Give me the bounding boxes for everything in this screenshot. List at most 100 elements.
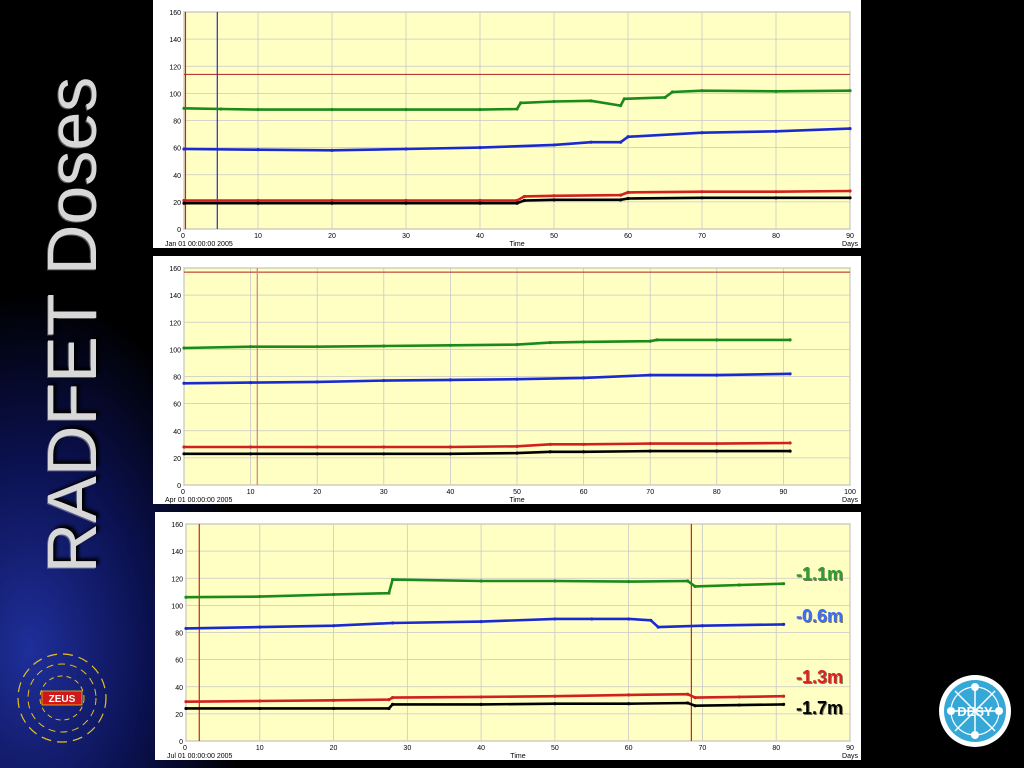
series-3-point-4	[390, 702, 395, 706]
series-2-point-4	[448, 445, 452, 449]
series-3-point-7	[627, 702, 631, 706]
chart-panel-1: 0 20 40 60 80 100 120 140 160 10 20 30 40 50 60 70 80 90 0…	[153, 0, 861, 248]
slide-title: RADFET Doses	[33, 76, 111, 574]
series-3-point-2	[315, 452, 319, 456]
radfet-chart-jul: 0 20 40 60 80 100 120 140 160 10 20 30 40 50 60 70 80 90 0…	[167, 522, 858, 760]
start-date-label: Apr 01 00:00:00 2005	[165, 497, 232, 504]
y-tick-label-3: 60	[175, 658, 183, 665]
series-0-point-7	[627, 580, 631, 584]
series-2-point-12	[848, 189, 852, 193]
series-1-point-5	[552, 143, 556, 147]
series-1-point-3	[382, 378, 386, 383]
series-2-point-0	[184, 700, 188, 704]
zeus-logo: ZEUS	[17, 653, 107, 743]
series-0-point-0	[182, 106, 186, 110]
series-line-0	[185, 578, 784, 599]
series-2-point-8	[686, 692, 690, 696]
series-2-point-3	[382, 445, 386, 449]
series-2-point-2	[331, 698, 336, 702]
series-3-point-3	[382, 452, 386, 456]
x-tick-label-5: 50	[550, 233, 558, 240]
y-tick-label-0: 0	[179, 739, 183, 746]
series-3-point-8	[619, 198, 623, 202]
y-tick-label-4: 80	[173, 375, 181, 382]
series-3-point-9	[715, 449, 719, 453]
dose-label-1-3m: -1.3m	[796, 667, 844, 687]
y-tick-label-3: 60	[173, 402, 181, 409]
series-0-point-6	[548, 340, 552, 345]
series-1-point-0	[182, 381, 186, 385]
series-0-point-3	[330, 108, 334, 112]
series-0-point-10	[737, 583, 741, 587]
series-3-point-11	[774, 196, 778, 200]
x-tick-label-2: 20	[313, 489, 321, 496]
series-line-1	[183, 372, 791, 385]
series-0-point-1	[258, 594, 262, 599]
series-line-0	[183, 338, 791, 350]
series-0-point-7	[582, 340, 586, 344]
series-0-point-3	[387, 591, 391, 595]
series-0-point-3	[382, 344, 386, 348]
series-1-point-0	[182, 147, 186, 151]
series-1-point-3	[404, 147, 408, 151]
series-0-point-1	[249, 345, 253, 349]
x-tick-label-1: 10	[247, 489, 255, 496]
y-tick-label-5: 100	[169, 347, 181, 354]
x-tick-label-7: 70	[698, 233, 706, 240]
series-1-point-2	[315, 380, 319, 384]
x-axis-label: Time	[510, 753, 525, 760]
y-tick-label-6: 120	[171, 576, 183, 583]
y-tick-label-0: 0	[177, 227, 181, 234]
series-1-point-1	[258, 625, 262, 629]
dose-label-1-7m: -1.7m	[796, 698, 844, 718]
series-2-point-5	[479, 695, 483, 699]
series-line-1	[185, 617, 784, 630]
series-3-point-1	[256, 201, 260, 205]
series-3-point-6	[553, 702, 557, 706]
series-3-point-3	[387, 706, 391, 711]
series-1-point-6	[590, 617, 594, 621]
x-tick-label-4: 40	[476, 233, 484, 240]
series-1-point-8	[626, 135, 630, 139]
series-0-point-5	[515, 343, 519, 347]
series-3-point-9	[693, 704, 697, 708]
x-tick-label-9: 90	[846, 745, 854, 752]
series-0-point-9	[693, 584, 697, 588]
series-3-point-6	[548, 450, 552, 454]
series-0-point-0	[184, 595, 188, 599]
x-tick-label-7: 70	[646, 489, 654, 496]
x-tick-label-0: 0	[183, 745, 187, 752]
series-2-point-5	[515, 198, 519, 203]
y-tick-label-8: 160	[171, 522, 183, 529]
x-tick-label-9: 90	[846, 233, 854, 240]
series-1-point-0	[184, 626, 188, 631]
y-tick-label-4: 80	[175, 631, 183, 638]
series-2-point-3	[387, 698, 391, 702]
y-tick-label-2: 40	[173, 173, 181, 180]
series-1-point-8	[715, 373, 719, 377]
series-2-point-6	[522, 194, 526, 199]
series-1-point-9	[788, 372, 792, 376]
y-tick-label-2: 40	[175, 685, 183, 692]
dose-label-0-6m: -0.6m	[796, 606, 844, 626]
series-1-point-1	[256, 148, 260, 152]
series-3-point-8	[648, 449, 652, 453]
series-2-point-6	[548, 442, 552, 446]
start-date-label: Jan 01 00:00:00 2005	[165, 241, 233, 248]
series-1-point-2	[331, 624, 336, 628]
x-axis-label: Time	[509, 497, 524, 504]
y-tick-label-3: 60	[173, 146, 181, 153]
x-tick-label-4: 40	[477, 745, 485, 752]
series-0-point-4	[448, 343, 452, 347]
y-tick-label-7: 140	[169, 293, 181, 300]
series-0-point-11	[622, 97, 626, 101]
series-0-point-8	[686, 579, 690, 583]
series-1-point-7	[619, 140, 623, 144]
svg-text:DESY: DESY	[957, 704, 993, 719]
series-2-point-8	[648, 442, 652, 446]
series-2-point-1	[249, 445, 253, 449]
series-2-point-11	[774, 190, 778, 194]
series-1-point-7	[648, 373, 652, 377]
x-tick-label-8: 80	[772, 745, 780, 752]
series-0-point-10	[619, 103, 623, 108]
